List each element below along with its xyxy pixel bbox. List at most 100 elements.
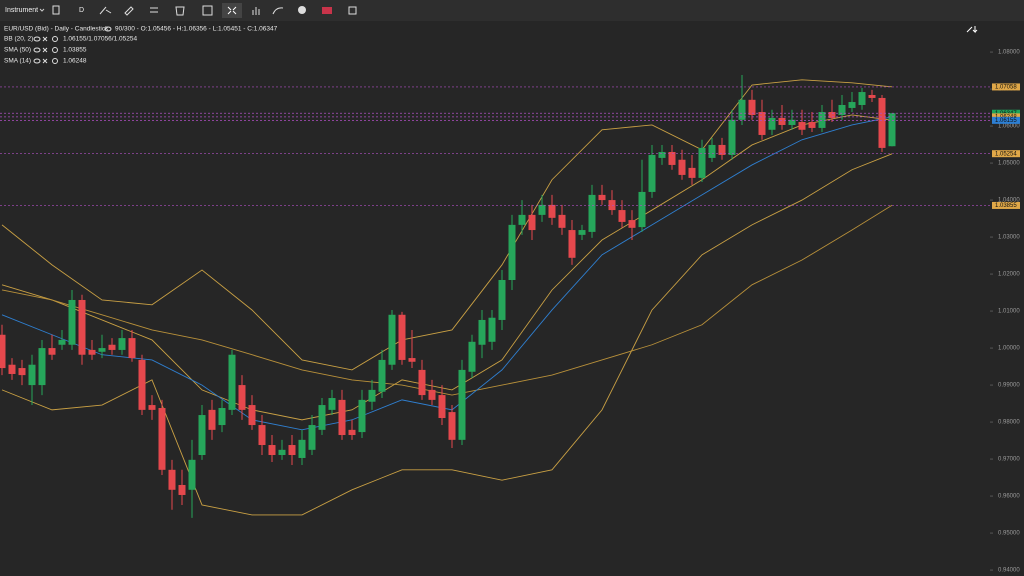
period-button[interactable]: D <box>79 7 84 14</box>
price-tag <box>992 116 1020 124</box>
candle-body <box>28 364 36 386</box>
price-tag-label: 1.05254 <box>995 151 1017 157</box>
y-tick-label: 0.98000 <box>998 420 1020 426</box>
y-tick-label: 1.01000 <box>998 309 1020 315</box>
candle-body <box>428 389 436 400</box>
candle-body <box>438 395 446 419</box>
candle-body <box>638 191 646 228</box>
candle-body <box>408 358 416 362</box>
candle-body <box>358 399 366 433</box>
candle-body <box>718 144 726 155</box>
candle-body <box>258 425 266 446</box>
volume-icon[interactable] <box>252 7 260 15</box>
candle-body <box>418 369 426 396</box>
candle-body <box>598 194 606 201</box>
layout-icon[interactable] <box>202 5 213 16</box>
indicators-icon[interactable] <box>150 7 158 13</box>
candle-body <box>298 439 306 458</box>
candle-body <box>398 314 406 360</box>
candle-body <box>388 314 396 365</box>
candle-body <box>118 338 126 350</box>
price-tag-label: 1.03855 <box>995 203 1017 209</box>
candle-body <box>288 445 296 456</box>
language-flag[interactable] <box>322 7 332 14</box>
candle-body <box>558 214 566 228</box>
legend-icons[interactable] <box>33 26 112 64</box>
candle-body <box>68 299 76 345</box>
popout-icon[interactable] <box>348 6 357 15</box>
candle-body <box>248 405 256 426</box>
candle-body <box>668 151 676 165</box>
candle-body <box>108 344 116 350</box>
candle-body <box>658 151 666 158</box>
candle-body <box>238 385 246 410</box>
candle-body <box>848 102 856 108</box>
candle-body <box>218 408 226 426</box>
candle-body <box>468 341 476 372</box>
candle-body <box>608 200 616 211</box>
candle-body <box>728 119 736 155</box>
price-tag-label: 1.06155 <box>995 118 1017 124</box>
legend-title: EUR/USD (Bid) - Daily - Candlestick <box>4 26 109 33</box>
indicator-name: BB (20, 2) <box>4 36 33 43</box>
theme-icon[interactable] <box>298 6 306 14</box>
legend-ohlc: 90/300 - O:1.05456 - H:1.06356 - L:1.054… <box>115 26 278 33</box>
candle-body <box>148 405 156 410</box>
pencil-icon[interactable] <box>124 6 134 16</box>
candle-body <box>448 412 456 440</box>
candle-body <box>768 117 776 130</box>
candle-body <box>308 425 316 450</box>
indicator-value: 1.06248 <box>63 58 87 65</box>
dropdown-caret <box>39 8 45 12</box>
candle-body <box>538 204 546 215</box>
candle-body <box>78 299 86 355</box>
candle-body <box>208 409 216 430</box>
candle-body <box>878 97 886 148</box>
chart-options-icon[interactable] <box>966 26 978 34</box>
candle-body <box>868 95 876 98</box>
candle-body <box>708 144 716 158</box>
candle-body <box>698 147 706 178</box>
candle-body <box>178 484 186 495</box>
candle-body <box>578 230 586 235</box>
draw-line-icon[interactable] <box>99 6 112 15</box>
candle-body <box>18 368 26 376</box>
y-tick-label: 0.96000 <box>998 494 1020 500</box>
candle-body <box>758 112 766 135</box>
y-tick-label: 1.00000 <box>998 346 1020 352</box>
indicator-value: 1.06155/1.07056/1.05254 <box>63 36 137 43</box>
candle-body <box>888 113 896 147</box>
candle-body <box>508 224 516 280</box>
instrument-button[interactable]: Instrument <box>5 7 38 14</box>
price-tag <box>992 83 1020 91</box>
candle-body <box>8 364 16 374</box>
price-tag-label: 1.07058 <box>995 85 1017 91</box>
candle-body <box>738 99 746 120</box>
candle-body <box>808 122 816 128</box>
indicator-line <box>1 79 893 371</box>
share-icon[interactable] <box>272 7 284 15</box>
indicator-line <box>1 114 893 421</box>
candle-body <box>98 348 106 352</box>
delete-icon[interactable] <box>175 6 185 16</box>
candle-body <box>168 469 176 490</box>
candle-body <box>378 359 386 392</box>
candle-body <box>528 214 536 231</box>
fullscreen-icon[interactable] <box>227 6 237 15</box>
candle-body <box>198 415 206 456</box>
candle-body <box>228 354 236 410</box>
y-tick-label: 0.95000 <box>998 531 1020 537</box>
indicator-line <box>1 153 893 516</box>
indicator-value: 1.03855 <box>63 47 87 54</box>
candle-body <box>688 167 696 178</box>
candle-body <box>678 159 686 175</box>
candle-body <box>488 317 496 342</box>
y-tick-label: 1.02000 <box>998 272 1020 278</box>
candle-body <box>838 104 846 115</box>
candle-body <box>818 112 826 128</box>
candle-body <box>128 338 136 359</box>
y-tick-label: 1.05000 <box>998 161 1020 167</box>
price-tag <box>992 201 1020 209</box>
chart-type-icon[interactable] <box>52 5 60 15</box>
